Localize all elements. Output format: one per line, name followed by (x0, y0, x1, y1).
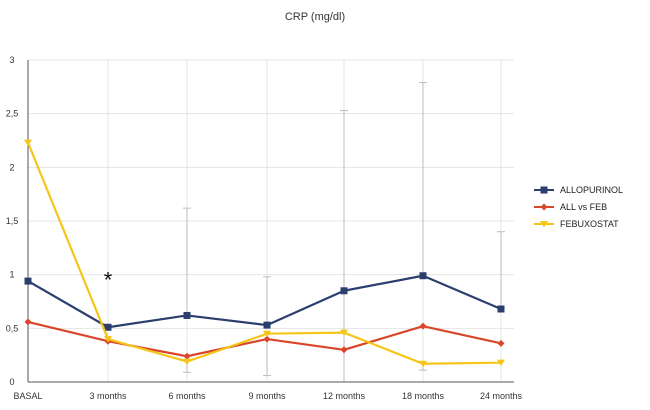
data-point (340, 329, 348, 337)
x-tick-label: 9 months (248, 391, 286, 401)
y-tick-label: 2,5 (6, 109, 19, 119)
data-point (263, 335, 271, 343)
data-point (263, 321, 271, 329)
data-point (497, 305, 505, 313)
data-point (263, 330, 271, 338)
axes (27, 60, 514, 383)
series-group (24, 139, 505, 368)
x-tick-label: 18 months (402, 391, 445, 401)
y-tick-label: 0 (9, 377, 14, 387)
y-tick-label: 0,5 (6, 323, 19, 333)
data-point (24, 277, 32, 285)
data-point (183, 358, 191, 366)
annotation-asterisk: * (104, 268, 113, 293)
chart-title: CRP (mg/dl) (285, 11, 345, 23)
tick-labels: 0 0,5 1 1,5 2 2,5 3 BASAL 3 months 6 months 9 mont… (6, 55, 523, 401)
series-febuxostat (24, 139, 505, 368)
legend-swatch-marker (540, 221, 548, 228)
data-point (24, 139, 32, 147)
data-point (419, 272, 427, 280)
y-tick-label: 1,5 (6, 216, 19, 226)
x-tick-label: 24 months (480, 391, 523, 401)
x-tick-label: BASAL (13, 391, 42, 401)
series-allopurinol (24, 272, 505, 331)
legend-swatch-marker (540, 186, 548, 194)
data-point (183, 311, 191, 319)
legend: ALLOPURINOL ALL vs FEB FEBUXOSTAT (534, 185, 623, 229)
error-bars (183, 82, 505, 383)
legend-label: FEBUXOSTAT (560, 219, 619, 229)
data-point (104, 323, 112, 331)
legend-label: ALL vs FEB (560, 202, 607, 212)
data-point (183, 352, 191, 360)
y-tick-label: 3 (9, 55, 14, 65)
annotations: * (104, 268, 113, 293)
data-point (497, 359, 505, 367)
data-point (340, 346, 348, 354)
data-point (340, 287, 348, 295)
x-tick-label: 3 months (89, 391, 127, 401)
legend-swatch-marker (540, 203, 548, 211)
x-tick-label: 12 months (323, 391, 366, 401)
x-tick-label: 6 months (168, 391, 206, 401)
y-tick-label: 2 (9, 162, 14, 172)
data-point (419, 360, 427, 368)
data-point (104, 336, 112, 343)
data-point (24, 318, 32, 326)
y-tick-label: 1 (9, 270, 14, 280)
data-point (497, 339, 505, 347)
data-point (419, 322, 427, 330)
series-line (26, 142, 502, 365)
legend-label: ALLOPURINOL (560, 185, 623, 195)
